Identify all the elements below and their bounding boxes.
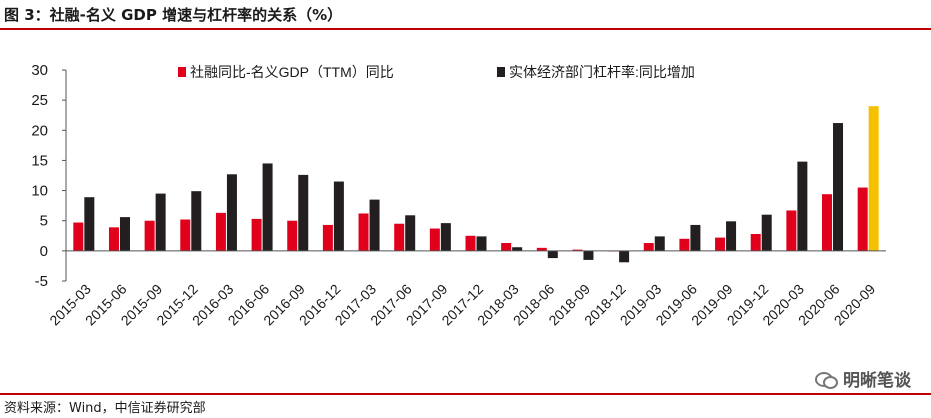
- bar-series-2: [84, 197, 95, 251]
- legend-swatch-series-2: [497, 67, 505, 77]
- bar-series-2: [298, 174, 309, 251]
- bar-series-2: [226, 174, 237, 251]
- bar-series-1: [144, 220, 155, 251]
- figure-title: 图 3：社融-名义 GDP 增速与杠杆率的关系（%）: [4, 6, 343, 24]
- bar-series-2: [654, 236, 665, 251]
- bar-series-1: [501, 243, 512, 251]
- y-tick-label: 20: [31, 122, 48, 139]
- bar-series-1: [73, 222, 84, 251]
- bar-series-2: [761, 214, 772, 251]
- bar-series-2: [440, 223, 451, 251]
- bar-series-1: [465, 235, 476, 251]
- y-tick-label: -5: [35, 273, 48, 290]
- y-tick-label: 25: [31, 92, 48, 109]
- bar-series-1: [251, 218, 262, 251]
- bar-series-2: [191, 191, 202, 251]
- bar-series-1: [786, 210, 797, 251]
- bar-series-1: [358, 213, 369, 251]
- watermark: 明晰笔谈: [815, 366, 911, 391]
- bar-series-1: [679, 238, 690, 251]
- bar-series-1: [180, 219, 191, 251]
- bar-series-1: [322, 224, 333, 251]
- bar-series-1: [857, 187, 868, 251]
- y-tick-label: 10: [31, 183, 48, 200]
- legend-label-series-1: 社融同比-名义GDP（TTM）同比: [190, 64, 394, 80]
- watermark-text: 明晰笔谈: [843, 371, 911, 391]
- chart: 302520151050-52015-032015-062015-092015-…: [31, 62, 886, 328]
- bar-series-1: [643, 243, 654, 251]
- bar-series-1: [715, 237, 726, 251]
- bar-layer: [73, 106, 879, 263]
- y-tick-label: 15: [31, 152, 48, 169]
- bar-series-1: [572, 249, 583, 251]
- bar-series-2: [690, 224, 701, 251]
- bar-series-2: [405, 215, 416, 251]
- bar-series-2: [547, 250, 558, 259]
- bar-series-1: [287, 220, 298, 251]
- bar-series-2: [512, 247, 523, 251]
- bar-series-2: [155, 193, 166, 251]
- bar-series-2: [619, 250, 630, 263]
- top-rule: [0, 28, 931, 30]
- bar-series-2: [262, 163, 273, 251]
- y-tick-label: 5: [40, 213, 48, 230]
- bar-series-2: [833, 123, 844, 251]
- bar-series-1: [429, 228, 440, 251]
- bar-series-2: [119, 217, 130, 251]
- legend-swatch-series-1: [178, 67, 186, 77]
- y-tick-label: 30: [31, 62, 48, 79]
- bar-highlight: [868, 106, 879, 251]
- y-tick-label: 0: [40, 243, 48, 260]
- bar-series-2: [583, 250, 594, 260]
- bar-series-1: [215, 212, 226, 251]
- bar-series-2: [797, 161, 808, 251]
- bar-series-2: [369, 199, 380, 251]
- legend-label-series-2: 实体经济部门杠杆率:同比增加: [509, 64, 695, 80]
- bar-series-1: [108, 227, 119, 251]
- legend: 社融同比-名义GDP（TTM）同比 实体经济部门杠杆率:同比增加: [178, 64, 695, 80]
- bar-series-1: [536, 247, 547, 251]
- bar-series-2: [476, 236, 487, 251]
- bar-series-2: [726, 221, 737, 251]
- wechat-icon: [815, 370, 838, 389]
- bar-series-1: [394, 223, 405, 251]
- bottom-rule: [0, 393, 931, 395]
- bar-series-1: [822, 194, 833, 251]
- bar-series-1: [750, 233, 761, 251]
- bar-series-2: [333, 181, 344, 251]
- source-note: 资料来源：Wind，中信证券研究部: [4, 401, 206, 416]
